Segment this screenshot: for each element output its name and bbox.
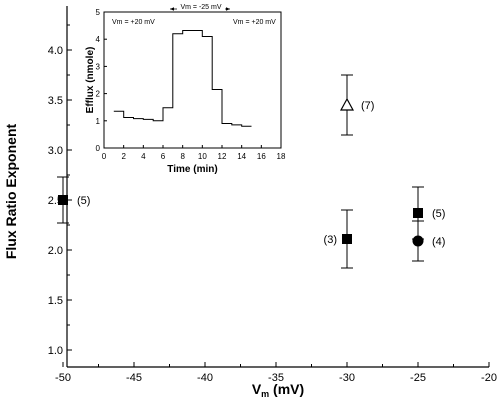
x-tick-label: -25 — [410, 372, 426, 384]
inset-y-tick-label: 5 — [96, 8, 101, 17]
efflux-trace — [113, 30, 252, 127]
inset-x-tick-label: 2 — [121, 152, 126, 161]
inset-x-tick-label: 12 — [218, 152, 227, 161]
x-axis-title: Vm (mV) — [252, 381, 304, 399]
x-tick-label: -20 — [481, 372, 497, 384]
x-tick-label: -50 — [55, 372, 71, 384]
y-tick-label: 1.5 — [48, 295, 63, 307]
inset-x-tick-label: 14 — [237, 152, 246, 161]
annotation-vm-negative: Vm = -25 mV — [180, 4, 221, 11]
x-tick-label: -30 — [339, 372, 355, 384]
data-point-square — [58, 195, 68, 205]
inset-y-tick-label: 4 — [96, 35, 101, 44]
point-count-label: (5) — [432, 208, 445, 220]
inset-x-tick-label: 8 — [180, 152, 185, 161]
inset-y-tick-label: 1 — [96, 117, 101, 126]
point-count-label: (3) — [324, 234, 337, 246]
annotation-vm-positive: Vm = +20 mV — [233, 19, 276, 26]
inset-x-tick-label: 6 — [161, 152, 166, 161]
y-axis-title: Flux Ratio Exponent — [3, 123, 19, 259]
x-tick-label: -40 — [197, 372, 213, 384]
x-tick-label: -45 — [126, 372, 142, 384]
inset-x-tick-label: 0 — [102, 152, 107, 161]
y-tick-label: 1.0 — [48, 345, 63, 357]
y-tick-label: 3.5 — [48, 95, 63, 107]
point-count-label: (7) — [361, 100, 374, 112]
inset-y-tick-label: 2 — [96, 90, 101, 99]
annotation-arrowhead-right — [226, 7, 230, 11]
x-tick-label: -35 — [268, 372, 284, 384]
data-point-circle — [412, 235, 424, 247]
inset-y-tick-label: 3 — [96, 62, 101, 71]
main-plot: 1.01.52.02.53.03.54.0-50 -45 -40 -35 -30 -25-… — [3, 6, 497, 399]
y-tick-label: 3.0 — [48, 145, 63, 157]
data-point-square — [342, 234, 352, 244]
data-point-triangle — [339, 97, 355, 111]
inset-x-tick-label: 4 — [141, 152, 146, 161]
inset-frame — [103, 11, 282, 149]
point-count-label: (4) — [432, 236, 445, 248]
y-tick-label: 2.0 — [48, 245, 63, 257]
inset-x-tick-label: 10 — [198, 152, 207, 161]
data-point-square — [413, 208, 423, 218]
inset-y-tick-label: 0 — [96, 144, 101, 153]
point-count-label: (5) — [77, 195, 90, 207]
inset-x-tick-label: 18 — [277, 152, 286, 161]
inset-x-axis-title: Time (min) — [167, 164, 217, 175]
annotation-bg — [177, 3, 225, 11]
annotation-arrowhead-left — [170, 7, 174, 11]
inset-x-tick-label: 16 — [257, 152, 266, 161]
annotation-vm-positive: Vm = +20 mV — [112, 19, 155, 26]
inset-y-axis-title: Efflux (nmole) — [85, 47, 96, 114]
y-tick-label: 4.0 — [48, 45, 63, 57]
